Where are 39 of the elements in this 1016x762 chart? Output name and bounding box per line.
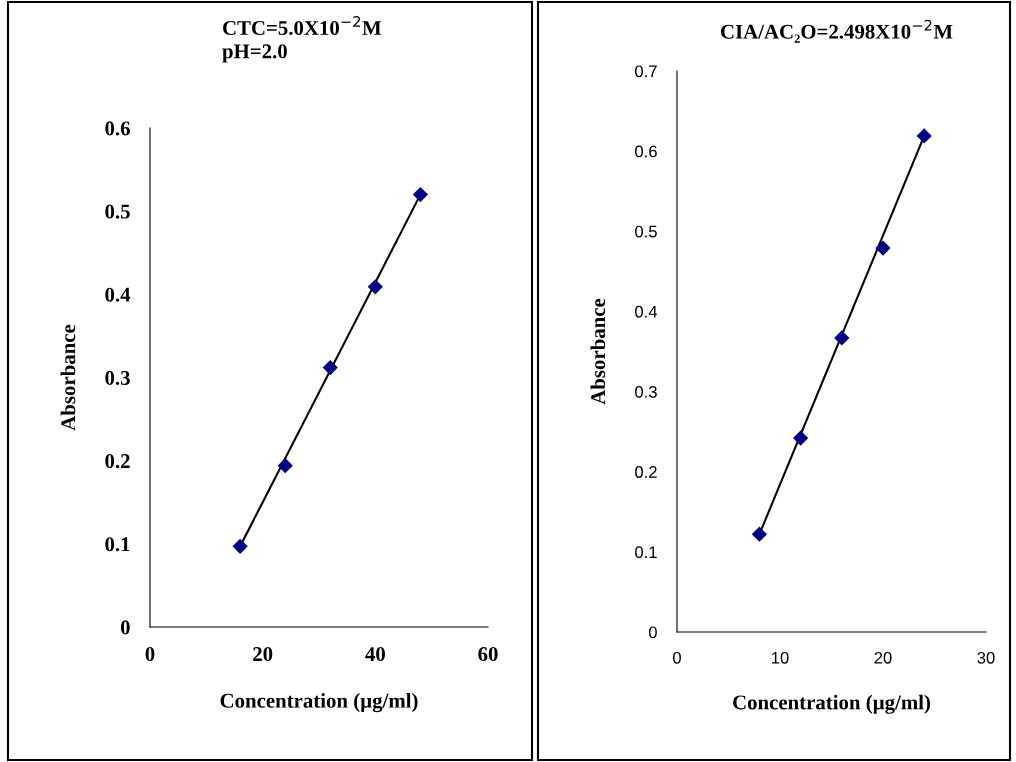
- x-tick-label: 40: [365, 647, 385, 662]
- point: [834, 330, 850, 346]
- y-tick-label: 0.5: [105, 204, 130, 219]
- y-tick-label: 0.1: [105, 537, 130, 552]
- x-tick-label: 10: [772, 651, 789, 664]
- y-axis-title: Absorbance: [60, 324, 76, 431]
- x-tick-label: 60: [478, 647, 498, 662]
- y-tick-label: 0.4: [635, 305, 658, 318]
- x-tick-label: 0: [145, 647, 155, 662]
- x-tick-label: 30: [977, 651, 995, 664]
- y-tick-label: 0.1: [635, 546, 657, 559]
- point: [277, 458, 293, 474]
- x-tick-label: 0: [673, 651, 681, 664]
- x-tick-label: 20: [253, 647, 273, 662]
- y-tick-label: 0.3: [635, 385, 657, 398]
- point: [792, 430, 809, 446]
- y-tick-label: 0.6: [105, 121, 130, 136]
- x-axis-title: Concentration (µg/ml): [220, 693, 418, 713]
- chart-title: CIA/AC₂O=2.498X10$^{−2}$M: [721, 19, 953, 43]
- point: [322, 359, 338, 376]
- point: [412, 186, 429, 203]
- y-tick-label: 0.7: [635, 65, 657, 78]
- y-tick-label: 0.4: [105, 287, 131, 302]
- y-tick-label: 0: [120, 620, 130, 635]
- x-axis-title: Concentration (µg/ml): [733, 694, 931, 714]
- y-tick-label: 0.3: [105, 370, 130, 386]
- point: [367, 279, 383, 295]
- y-tick-label: 0.5: [635, 225, 657, 238]
- y-tick-label: 0.2: [635, 466, 657, 478]
- point: [232, 538, 248, 554]
- point: [916, 128, 932, 144]
- point: [875, 240, 891, 256]
- x-tick-label: 20: [874, 651, 892, 664]
- point: [751, 526, 768, 542]
- y-tick-label: 0: [648, 626, 657, 639]
- chart-title: CTC=5.0X10$^{−2}$M pH=2.0: [222, 15, 382, 63]
- y-tick-label: 0.6: [635, 145, 657, 158]
- y-axis-title: Absorbance: [590, 298, 606, 405]
- y-tick-label: 0.2: [105, 454, 130, 469]
